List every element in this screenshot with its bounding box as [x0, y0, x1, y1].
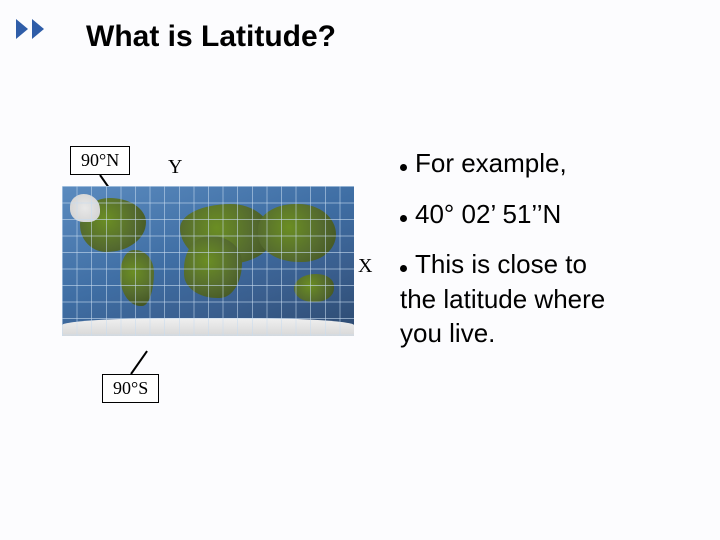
bullet-dot-icon — [400, 215, 407, 222]
slide-title: What is Latitude? — [86, 20, 336, 54]
world-map — [62, 186, 354, 336]
bullet-2: 40° 02’ 51’’N — [400, 198, 700, 231]
callout-90s: 90°S — [102, 374, 159, 403]
nav-arrows-icon[interactable] — [14, 16, 58, 42]
bullet-1: For example, — [400, 147, 700, 180]
bullet-dot-icon — [400, 265, 407, 272]
axis-label-y: Y — [168, 156, 182, 179]
axis-label-x: X — [358, 255, 372, 278]
bullet-dot-icon — [400, 164, 407, 171]
bullet-list: For example, 40° 02’ 51’’N This is close… — [400, 147, 700, 368]
bullet-3: This is close to the latitude where you … — [400, 248, 700, 350]
callout-90n: 90°N — [70, 146, 130, 175]
